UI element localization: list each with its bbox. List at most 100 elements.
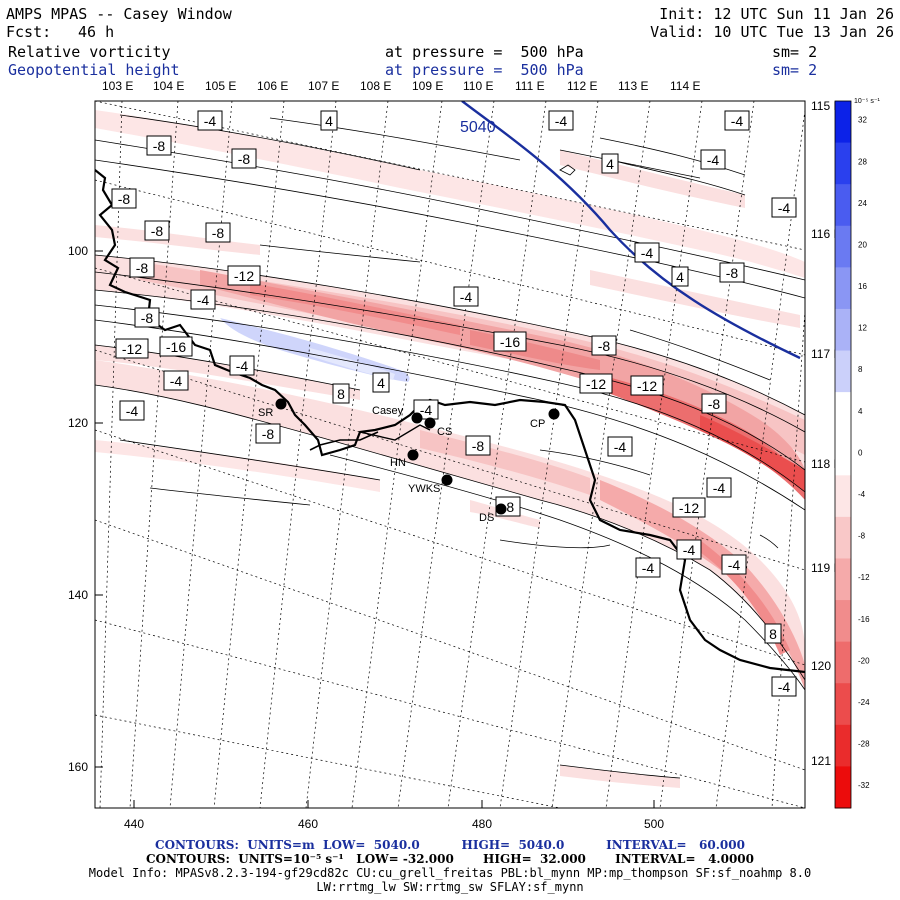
colorbar-tick: 32 <box>858 116 867 125</box>
station-label: HN <box>390 457 406 469</box>
station-label: CP <box>530 418 545 430</box>
vorticity-label: -8 <box>205 222 231 243</box>
vorticity-label: 4 <box>671 266 689 287</box>
colorbar-swatch <box>835 683 851 726</box>
colorbar-swatch <box>835 142 851 185</box>
lon-label-top: 108 E <box>360 79 391 93</box>
vorticity-label: -16 <box>493 331 527 352</box>
colorbar-swatch <box>835 225 851 268</box>
svg-text:-12: -12 <box>679 500 699 516</box>
colorbar-tick: -16 <box>858 615 870 624</box>
y-tick-label: 120 <box>68 416 88 430</box>
vorticity-label: -16 <box>159 336 193 357</box>
station-label: CS <box>437 426 452 438</box>
vorticity-label: 4 <box>372 372 390 393</box>
svg-text:-8: -8 <box>151 223 164 239</box>
colorbar-swatch <box>835 433 851 476</box>
svg-text:-12: -12 <box>122 341 142 357</box>
colorbar-tick: -28 <box>858 740 870 749</box>
station-label: DS <box>479 512 494 524</box>
field1-smoothing: sm= 2 <box>772 43 818 61</box>
station-marker <box>407 449 419 461</box>
lat-lon-grid <box>95 101 805 808</box>
colorbar-swatch <box>835 101 851 144</box>
lon-label-top: 105 E <box>205 79 236 93</box>
colorbar: 10⁻⁵ s⁻¹ 32 28 24 20 16 12 8 4 0 -4 -8 -12 -16 -20 -24… <box>834 98 881 809</box>
svg-text:-4: -4 <box>778 200 791 216</box>
svg-text:-4: -4 <box>170 373 183 389</box>
vorticity-label: -4 <box>721 554 747 575</box>
colorbar-tick: 4 <box>858 407 863 416</box>
vorticity-label: -4 <box>635 557 661 578</box>
vorticity-label: -4 <box>676 539 702 560</box>
plot-frame <box>94 100 806 809</box>
x-tick-label: 500 <box>644 817 664 831</box>
colorbar-tick: 0 <box>858 448 863 457</box>
plot-title: AMPS MPAS -- Casey Window <box>6 5 232 23</box>
footer-height-contours: CONTOURS: UNITS=m LOW= 5040.0 HIGH= 5040… <box>155 838 745 852</box>
vorticity-label: -8 <box>111 188 137 209</box>
x-axis-ticks: 440 460 480 500 <box>124 800 664 831</box>
station-label: SR <box>258 407 273 419</box>
right-longitude-labels: 115 E 116 E 117 E 118 E 119 E 120 E 121 E <box>811 99 842 768</box>
svg-text:-12: -12 <box>637 378 657 394</box>
svg-text:8: 8 <box>337 386 345 402</box>
colorbar-swatch <box>835 267 851 310</box>
svg-text:-4: -4 <box>126 403 139 419</box>
svg-text:-4: -4 <box>420 402 433 418</box>
vorticity-label: -12 <box>579 373 613 394</box>
svg-text:-4: -4 <box>642 560 655 576</box>
svg-text:8: 8 <box>769 626 777 642</box>
colorbar-tick: -12 <box>858 573 870 582</box>
svg-text:-4: -4 <box>707 152 720 168</box>
field2-level: at pressure = 500 hPa <box>385 61 584 79</box>
field1-level: at pressure = 500 hPa <box>385 43 584 61</box>
station-ds: DS <box>479 503 507 524</box>
vorticity-label: -8 <box>134 307 160 328</box>
lon-label-top: 104 E <box>153 79 184 93</box>
vorticity-label: 8 <box>332 383 350 404</box>
lon-label-right: 115 E <box>811 99 841 113</box>
colorbar-swatch <box>835 600 851 643</box>
vorticity-label: -4 <box>706 477 732 498</box>
station-marker <box>424 417 436 429</box>
svg-text:-16: -16 <box>500 334 520 350</box>
svg-text:-4: -4 <box>683 542 696 558</box>
vorticity-label: 8 <box>764 623 782 644</box>
station-marker <box>411 412 423 424</box>
svg-text:-8: -8 <box>708 396 721 412</box>
svg-text:4: 4 <box>676 269 684 285</box>
vorticity-labels: -4 4 -4 -4 -8 -8 -4 4 -8 -4 -8 -8 -8 -8 -12 4 -4 -4 -4 -8 -1… <box>111 110 797 697</box>
vorticity-label: -12 <box>630 375 664 396</box>
vorticity-label: -4 <box>229 355 255 376</box>
vorticity-label: -4 <box>548 110 574 131</box>
svg-text:-8: -8 <box>262 426 275 442</box>
colorbar-tick: -24 <box>858 698 870 707</box>
colorbar-swatch <box>835 392 851 435</box>
svg-text:-4: -4 <box>236 358 249 374</box>
vorticity-label: -8 <box>591 335 617 356</box>
colorbar-swatch <box>835 558 851 601</box>
colorbar-swatch <box>835 766 851 809</box>
y-tick-label: 140 <box>68 588 88 602</box>
lon-label-top: 111 E <box>515 79 545 93</box>
x-tick-label: 480 <box>472 817 492 831</box>
svg-text:-8: -8 <box>726 265 739 281</box>
vorticity-label: -4 <box>197 110 223 131</box>
vorticity-label: -8 <box>146 135 172 156</box>
vorticity-label: -8 <box>701 393 727 414</box>
coastline <box>95 169 805 674</box>
colorbar-tick: 8 <box>858 365 863 374</box>
svg-text:-8: -8 <box>141 310 154 326</box>
init-time: Init: 12 UTC Sun 11 Jan 26 <box>659 5 894 23</box>
field1-name: Relative vorticity <box>8 43 171 61</box>
vorticity-contours <box>95 114 805 779</box>
lon-label-top: 110 E <box>463 79 493 93</box>
station-hn: HN <box>390 449 419 469</box>
svg-text:4: 4 <box>377 375 385 391</box>
vorticity-label: -8 <box>144 220 170 241</box>
lon-label-top: 114 E <box>670 79 700 93</box>
svg-text:-8: -8 <box>153 138 166 154</box>
station-ywks: YWKS <box>408 474 453 495</box>
